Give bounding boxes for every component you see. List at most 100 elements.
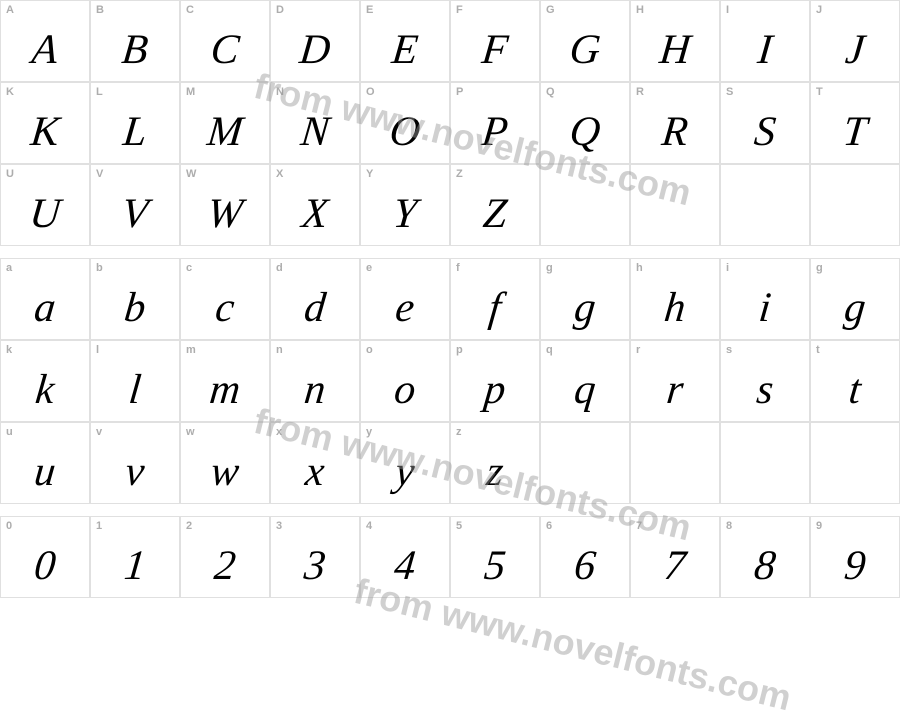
char-label: 4 bbox=[366, 520, 372, 532]
font-charmap: AABBCCDDEEFFGGHHIIJJKKLLMMNNOOPPQQRRSSTT… bbox=[0, 0, 911, 598]
char-label: X bbox=[276, 168, 283, 180]
char-glyph: s bbox=[718, 359, 813, 421]
charmap-row: AABBCCDDEEFFGGHHIIJJ bbox=[0, 0, 911, 82]
char-label: C bbox=[186, 4, 194, 16]
char-cell: mm bbox=[180, 340, 270, 422]
char-glyph: w bbox=[178, 441, 273, 503]
char-cell: PP bbox=[450, 82, 540, 164]
char-glyph: z bbox=[448, 441, 543, 503]
char-cell: YY bbox=[360, 164, 450, 246]
char-glyph: S bbox=[718, 101, 813, 163]
char-label: e bbox=[366, 262, 372, 274]
char-label: B bbox=[96, 4, 104, 16]
char-glyph: a bbox=[0, 277, 92, 339]
char-cell: WW bbox=[180, 164, 270, 246]
charmap-row: kkllmmnnooppqqrrsstt bbox=[0, 340, 911, 422]
char-cell bbox=[630, 422, 720, 504]
char-label: g bbox=[816, 262, 823, 274]
char-label: l bbox=[96, 344, 99, 356]
char-label: O bbox=[366, 86, 375, 98]
char-glyph: H bbox=[628, 19, 723, 81]
char-glyph: X bbox=[268, 183, 363, 245]
char-label: k bbox=[6, 344, 12, 356]
char-cell: KK bbox=[0, 82, 90, 164]
char-label: s bbox=[726, 344, 732, 356]
char-glyph: 5 bbox=[448, 535, 543, 597]
charmap-block-digits: 00112233445566778899 bbox=[0, 516, 911, 598]
char-cell bbox=[810, 164, 900, 246]
char-label: 8 bbox=[726, 520, 732, 532]
char-cell bbox=[540, 164, 630, 246]
char-cell: 55 bbox=[450, 516, 540, 598]
char-label: K bbox=[6, 86, 14, 98]
char-cell: uu bbox=[0, 422, 90, 504]
char-cell: 99 bbox=[810, 516, 900, 598]
char-label: o bbox=[366, 344, 373, 356]
char-glyph: O bbox=[358, 101, 453, 163]
char-label: 3 bbox=[276, 520, 282, 532]
char-cell: 22 bbox=[180, 516, 270, 598]
char-glyph: 2 bbox=[178, 535, 273, 597]
char-glyph: v bbox=[88, 441, 183, 503]
char-cell: bb bbox=[90, 258, 180, 340]
char-glyph: B bbox=[88, 19, 183, 81]
char-glyph: Y bbox=[358, 183, 453, 245]
char-cell: VV bbox=[90, 164, 180, 246]
char-cell: xx bbox=[270, 422, 360, 504]
char-label: A bbox=[6, 4, 14, 16]
char-glyph: G bbox=[538, 19, 633, 81]
char-cell bbox=[720, 164, 810, 246]
char-cell bbox=[630, 164, 720, 246]
char-label: R bbox=[636, 86, 644, 98]
char-label: 1 bbox=[96, 520, 102, 532]
char-label: y bbox=[366, 426, 372, 438]
char-cell: tt bbox=[810, 340, 900, 422]
char-label: F bbox=[456, 4, 463, 16]
char-glyph: g bbox=[808, 277, 903, 339]
char-cell: AA bbox=[0, 0, 90, 82]
char-glyph: 3 bbox=[268, 535, 363, 597]
char-cell: zz bbox=[450, 422, 540, 504]
charmap-block-lowercase: aabbccddeeffgghhiiggkkllmmnnooppqqrrsstt… bbox=[0, 258, 911, 504]
char-label: r bbox=[636, 344, 640, 356]
char-label: 6 bbox=[546, 520, 552, 532]
char-glyph: u bbox=[0, 441, 92, 503]
char-glyph: J bbox=[808, 19, 903, 81]
char-glyph: 9 bbox=[808, 535, 903, 597]
char-cell: 88 bbox=[720, 516, 810, 598]
char-label: W bbox=[186, 168, 196, 180]
char-glyph: e bbox=[358, 277, 453, 339]
char-label: g bbox=[546, 262, 553, 274]
char-label: m bbox=[186, 344, 196, 356]
char-glyph: E bbox=[358, 19, 453, 81]
char-label: h bbox=[636, 262, 643, 274]
char-glyph: l bbox=[88, 359, 183, 421]
char-cell: kk bbox=[0, 340, 90, 422]
char-label: c bbox=[186, 262, 192, 274]
char-cell: ll bbox=[90, 340, 180, 422]
char-cell: 44 bbox=[360, 516, 450, 598]
char-glyph: f bbox=[448, 277, 543, 339]
charmap-row: aabbccddeeffgghhiigg bbox=[0, 258, 911, 340]
char-label: t bbox=[816, 344, 820, 356]
char-label: b bbox=[96, 262, 103, 274]
char-glyph: n bbox=[268, 359, 363, 421]
char-label: M bbox=[186, 86, 195, 98]
char-cell: BB bbox=[90, 0, 180, 82]
char-label: 7 bbox=[636, 520, 642, 532]
char-cell: TT bbox=[810, 82, 900, 164]
char-label: I bbox=[726, 4, 729, 16]
char-glyph: N bbox=[268, 101, 363, 163]
char-cell: vv bbox=[90, 422, 180, 504]
char-glyph: V bbox=[88, 183, 183, 245]
char-cell bbox=[720, 422, 810, 504]
char-cell: dd bbox=[270, 258, 360, 340]
char-glyph: 0 bbox=[0, 535, 92, 597]
char-label: a bbox=[6, 262, 12, 274]
char-cell: 77 bbox=[630, 516, 720, 598]
char-glyph: Z bbox=[448, 183, 543, 245]
char-glyph: q bbox=[538, 359, 633, 421]
char-glyph: 8 bbox=[718, 535, 813, 597]
char-cell: DD bbox=[270, 0, 360, 82]
char-label: T bbox=[816, 86, 823, 98]
